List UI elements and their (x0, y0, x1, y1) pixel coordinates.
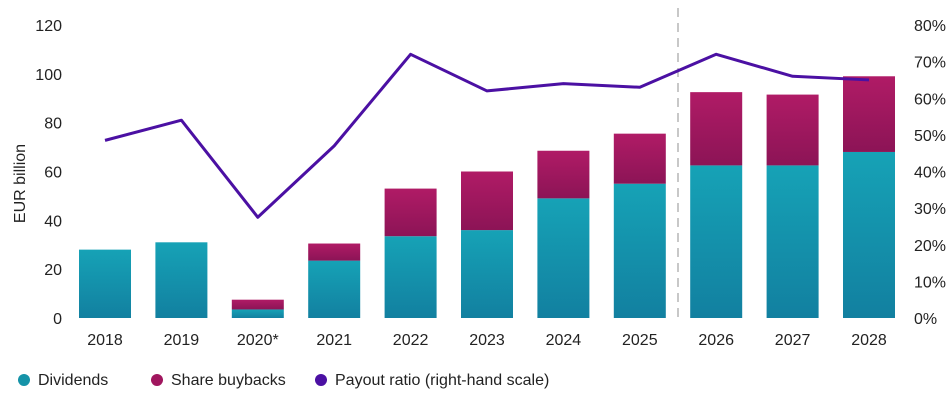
legend: Dividends Share buybacks Payout ratio (r… (18, 372, 549, 389)
bar-share-buybacks (308, 243, 361, 261)
payout-ratio-line (104, 52, 870, 219)
y-axis-title: EUR billion (12, 144, 29, 223)
category-label: 2018 (87, 332, 123, 349)
right-tick-label: 60% (914, 91, 946, 108)
bar-share-buybacks (690, 92, 743, 166)
category-label: 2020* (237, 332, 279, 349)
legend-dividends-marker (18, 374, 30, 386)
category-label: 2028 (851, 332, 887, 349)
category-label: 2019 (164, 332, 200, 349)
right-tick-label: 30% (914, 201, 946, 218)
bar-share-buybacks (537, 150, 590, 199)
legend-buybacks-label: Share buybacks (171, 372, 286, 389)
bar-share-buybacks (766, 94, 819, 166)
category-labels: 2018 2019 2020* 2021 2022 2023 2024 2025 2026 202… (87, 332, 887, 349)
bar-dividends (690, 165, 743, 318)
bar-dividends (461, 230, 513, 318)
legend-buybacks-marker (151, 374, 163, 386)
bar-dividends (308, 260, 361, 318)
left-tick-label: 20 (44, 262, 62, 279)
bar-share-buybacks (384, 188, 437, 237)
left-tick-label: 40 (44, 213, 62, 230)
bars-group (79, 76, 895, 318)
right-tick-label: 0% (914, 311, 937, 328)
bar-dividends (79, 249, 131, 318)
left-tick-label: 60 (44, 165, 62, 182)
bar-dividends (613, 183, 666, 318)
bar-share-buybacks (843, 76, 895, 152)
legend-payout-label: Payout ratio (right-hand scale) (335, 372, 549, 389)
category-label: 2024 (546, 332, 582, 349)
left-axis-ticks: 0 20 40 60 80 100 120 (35, 18, 62, 328)
bar-dividends (766, 165, 819, 318)
category-label: 2025 (622, 332, 658, 349)
bar-dividends (231, 309, 284, 318)
category-label: 2026 (698, 332, 734, 349)
right-tick-label: 70% (914, 55, 946, 72)
bar-dividends (155, 242, 208, 318)
right-tick-label: 40% (914, 165, 946, 182)
payout-ratio-line-group (104, 52, 870, 219)
right-tick-label: 20% (914, 238, 946, 255)
category-label: 2023 (469, 332, 505, 349)
right-tick-label: 80% (914, 18, 946, 35)
bar-dividends (537, 198, 590, 318)
category-label: 2021 (316, 332, 352, 349)
left-tick-label: 120 (35, 18, 62, 35)
bar-share-buybacks (613, 133, 666, 184)
right-tick-label: 10% (914, 274, 946, 291)
bar-dividends (384, 236, 437, 318)
category-label: 2027 (775, 332, 811, 349)
bar-share-buybacks (461, 171, 513, 231)
legend-payout-marker (315, 374, 327, 386)
bar-dividends (843, 151, 895, 318)
right-axis-ticks: 0% 10% 20% 30% 40% 50% 60% 70% 80% (914, 18, 946, 328)
right-tick-label: 50% (914, 128, 946, 145)
bar-share-buybacks (231, 299, 284, 310)
left-tick-label: 100 (35, 67, 62, 84)
left-tick-label: 80 (44, 116, 62, 133)
legend-dividends-label: Dividends (38, 372, 108, 389)
category-label: 2022 (393, 332, 429, 349)
left-tick-label: 0 (53, 311, 62, 328)
